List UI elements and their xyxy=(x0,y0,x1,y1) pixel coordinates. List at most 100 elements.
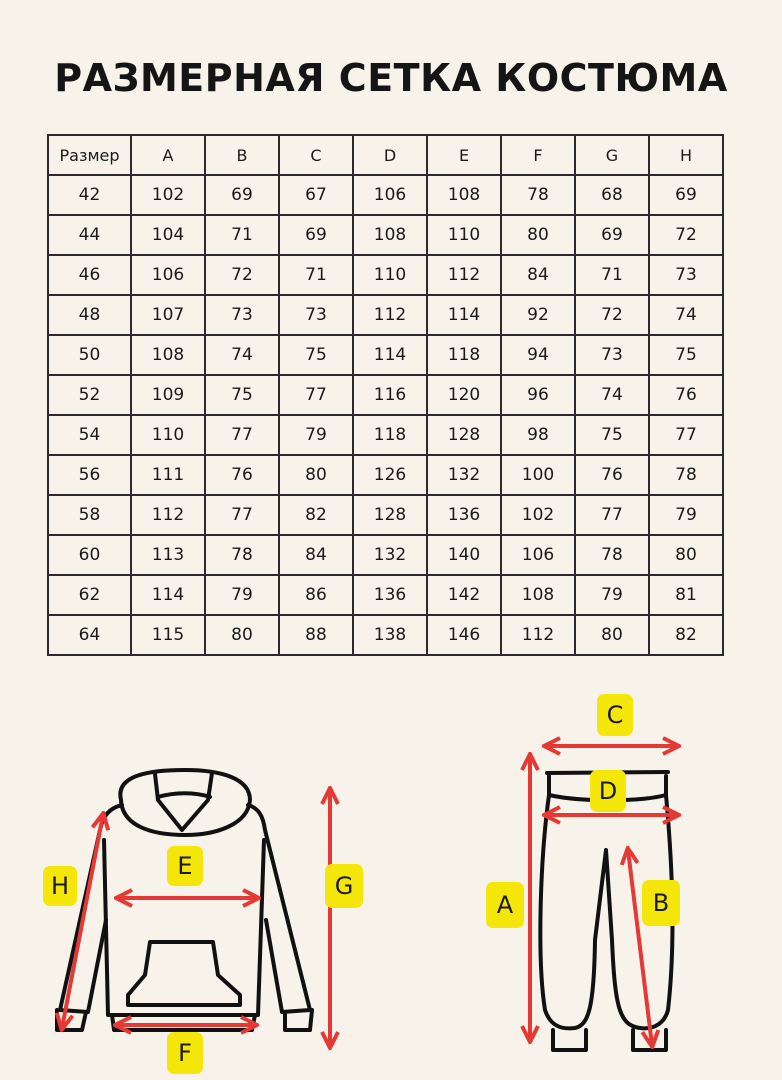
label-b: B xyxy=(642,880,680,926)
measurement-cell: 104 xyxy=(130,214,206,256)
svg-text:H: H xyxy=(51,872,69,900)
measurement-cell: 78 xyxy=(574,534,650,576)
measurement-cell: 73 xyxy=(648,254,724,296)
measurement-cell: 108 xyxy=(352,214,428,256)
table-row: 54 110 77 79 118 128 98 75 77 xyxy=(47,414,724,456)
measurement-cell: 71 xyxy=(204,214,280,256)
measurement-cell: 84 xyxy=(500,254,576,296)
size-cell: 60 xyxy=(47,534,132,576)
measurement-cell: 80 xyxy=(648,534,724,576)
measurement-cell: 132 xyxy=(426,454,502,496)
measurement-cell: 146 xyxy=(426,614,502,656)
page-title: РАЗМЕРНАЯ СЕТКА КОСТЮМА xyxy=(54,56,728,100)
measurement-arrows xyxy=(62,746,677,1046)
measurement-cell: 81 xyxy=(648,574,724,616)
measurement-cell: 79 xyxy=(574,574,650,616)
measurement-cell: 80 xyxy=(574,614,650,656)
measurement-cell: 128 xyxy=(426,414,502,456)
measurement-cell: 77 xyxy=(204,494,280,536)
measurement-cell: 106 xyxy=(130,254,206,296)
measurement-cell: 98 xyxy=(500,414,576,456)
measurement-cell: 73 xyxy=(204,294,280,336)
column-header: F xyxy=(500,134,576,176)
label-a: A xyxy=(486,882,524,928)
size-cell: 54 xyxy=(47,414,132,456)
table-row: 44 104 71 69 108 110 80 69 72 xyxy=(47,214,724,256)
label-e: E xyxy=(167,846,203,886)
measurement-cell: 102 xyxy=(500,494,576,536)
measurement-cell: 69 xyxy=(204,174,280,216)
label-f: F xyxy=(167,1032,203,1074)
measurement-cell: 106 xyxy=(352,174,428,216)
measurement-cell: 118 xyxy=(426,334,502,376)
measurement-cell: 140 xyxy=(426,534,502,576)
measurement-cell: 79 xyxy=(278,414,354,456)
measurement-cell: 110 xyxy=(130,414,206,456)
measurement-cell: 82 xyxy=(648,614,724,656)
measurement-cell: 111 xyxy=(130,454,206,496)
table-row: 58 112 77 82 128 136 102 77 79 xyxy=(47,494,724,536)
size-cell: 50 xyxy=(47,334,132,376)
measurement-cell: 108 xyxy=(500,574,576,616)
column-header: E xyxy=(426,134,502,176)
label-h: H xyxy=(43,866,77,906)
column-header: H xyxy=(648,134,724,176)
measurement-cell: 114 xyxy=(426,294,502,336)
table-row: 50 108 74 75 114 118 94 73 75 xyxy=(47,334,724,376)
measurement-cell: 108 xyxy=(426,174,502,216)
table-row: 42 102 69 67 106 108 78 68 69 xyxy=(47,174,724,216)
measurement-cell: 77 xyxy=(648,414,724,456)
measurement-cell: 84 xyxy=(278,534,354,576)
measurement-cell: 75 xyxy=(278,334,354,376)
measurement-cell: 100 xyxy=(500,454,576,496)
measurement-cell: 79 xyxy=(648,494,724,536)
svg-text:D: D xyxy=(599,777,617,805)
measurement-cell: 106 xyxy=(500,534,576,576)
label-d: D xyxy=(590,770,626,812)
size-cell: 58 xyxy=(47,494,132,536)
measurement-cell: 67 xyxy=(278,174,354,216)
measurement-cell: 88 xyxy=(278,614,354,656)
measurement-cell: 80 xyxy=(500,214,576,256)
table-header-row: Размер A B C D E F G H xyxy=(47,134,724,176)
table-row: 56 111 76 80 126 132 100 76 78 xyxy=(47,454,724,496)
label-c: C xyxy=(597,694,633,736)
measurement-cell: 77 xyxy=(278,374,354,416)
measurement-cell: 112 xyxy=(426,254,502,296)
measurement-cell: 132 xyxy=(352,534,428,576)
column-header: C xyxy=(278,134,354,176)
svg-text:G: G xyxy=(335,872,354,900)
measurement-cell: 73 xyxy=(574,334,650,376)
measurement-cell: 136 xyxy=(426,494,502,536)
arrow-h xyxy=(62,815,103,1028)
size-cell: 46 xyxy=(47,254,132,296)
column-header: G xyxy=(574,134,650,176)
column-header: B xyxy=(204,134,280,176)
column-header: D xyxy=(352,134,428,176)
measurement-cell: 73 xyxy=(278,294,354,336)
size-cell: 52 xyxy=(47,374,132,416)
measurement-cell: 112 xyxy=(352,294,428,336)
measurement-cell: 113 xyxy=(130,534,206,576)
size-cell: 48 xyxy=(47,294,132,336)
measurement-cell: 72 xyxy=(648,214,724,256)
size-cell: 42 xyxy=(47,174,132,216)
svg-text:C: C xyxy=(607,701,624,729)
measurement-cell: 96 xyxy=(500,374,576,416)
measurement-cell: 76 xyxy=(204,454,280,496)
svg-text:E: E xyxy=(177,852,192,880)
measurement-cell: 118 xyxy=(352,414,428,456)
table-row: 64 115 80 88 138 146 112 80 82 xyxy=(47,614,724,656)
svg-text:A: A xyxy=(497,891,514,919)
svg-text:B: B xyxy=(653,889,669,917)
arrow-b xyxy=(628,850,652,1045)
size-cell: 44 xyxy=(47,214,132,256)
measurement-cell: 75 xyxy=(648,334,724,376)
measurement-cell: 94 xyxy=(500,334,576,376)
size-cell: 56 xyxy=(47,454,132,496)
measurement-cell: 72 xyxy=(204,254,280,296)
measurement-cell: 115 xyxy=(130,614,206,656)
measurement-cell: 78 xyxy=(500,174,576,216)
measurement-cell: 116 xyxy=(352,374,428,416)
